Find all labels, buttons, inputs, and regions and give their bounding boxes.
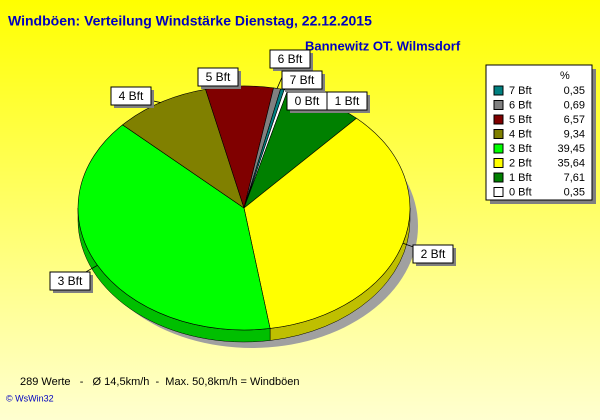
legend-value: 0,35 (564, 186, 585, 198)
slice-label: 3 Bft (58, 274, 83, 288)
legend-swatch (493, 187, 504, 197)
legend-value: 0,35 (564, 85, 585, 97)
slice-label: 7 Bft (290, 73, 315, 87)
slice-label: 1 Bft (335, 94, 360, 108)
slice-label: 5 Bft (206, 70, 231, 84)
label-box (326, 91, 368, 111)
label-box (412, 244, 454, 264)
legend-swatch (493, 158, 504, 168)
legend-label: 1 Bft (509, 172, 532, 184)
slice-label: 4 Bft (119, 89, 144, 103)
legend-label: 6 Bft (509, 99, 532, 111)
legend-value: 0,69 (564, 99, 585, 111)
legend-label: 2 Bft (509, 157, 532, 169)
slice-label: 6 Bft (278, 52, 303, 66)
legend-value: 6,57 (564, 114, 585, 126)
label-box (110, 86, 152, 106)
legend-label: 4 Bft (509, 128, 532, 140)
slice (77, 124, 271, 331)
label-box (281, 70, 323, 90)
legend-swatch (493, 172, 504, 183)
legend-label: 7 Bft (509, 85, 532, 97)
legend-swatch (493, 100, 504, 110)
chart-title: Windböen: Verteilung Windstärke Dienstag… (8, 13, 372, 29)
legend-label: 0 Bft (509, 186, 532, 198)
legend-swatch (493, 114, 504, 125)
legend-swatch (493, 85, 504, 96)
slice (243, 117, 411, 329)
slice (122, 88, 245, 209)
slice-labels: 0 Bft 1 Bft 2 Bft 3 Bft 4 Bft 5 Bft 6 Bft 7 Bft (49, 49, 456, 293)
legend-swatch (493, 143, 504, 154)
slice-label: 0 Bft (295, 94, 320, 108)
legend-label: 3 Bft (509, 143, 532, 155)
legend-header: % (560, 70, 570, 82)
legend-value: 7,61 (564, 172, 585, 184)
label-box (197, 67, 239, 87)
footer: 289 Werte - Ø 14,5km/h - Max. 50,8km/h =… (20, 376, 300, 388)
legend-value: 35,64 (557, 157, 585, 169)
slice-label: 2 Bft (421, 247, 446, 261)
legend-swatch (493, 129, 504, 139)
chart-subtitle: Bannewitz OT. Wilmsdorf (305, 38, 461, 53)
label-box (49, 271, 91, 291)
legend-items: 7 Bft 0,35 6 Bft 0,69 5 Bft 6,57 4 Bft 9,34 3 Bf… (493, 85, 585, 198)
credit: © WsWin32 (6, 393, 54, 403)
pie (77, 85, 418, 348)
label-box (269, 49, 311, 69)
legend (485, 64, 593, 201)
legend-value: 39,45 (557, 143, 585, 155)
legend-value: 9,34 (564, 128, 585, 140)
legend-label: 5 Bft (509, 114, 532, 126)
